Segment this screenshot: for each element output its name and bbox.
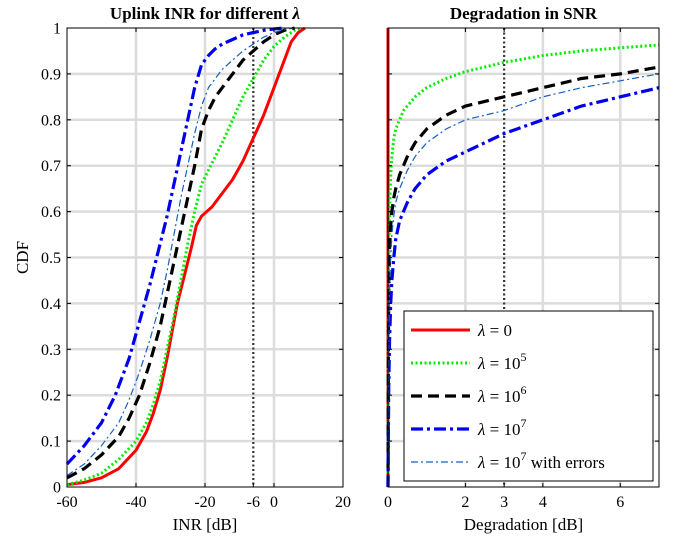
series-line-l5: [386, 43, 660, 488]
right-panel-degradation: Degradation in SNR 0 2 3 4 6 Degradation [dB…: [384, 4, 660, 534]
left-panel-xlabel: INR [dB]: [173, 515, 238, 534]
series-line-l7e: [66, 27, 295, 477]
left-panel-ylabel: CDF: [13, 241, 32, 274]
legend: λ = 0 λ = 105 λ = 106 λ = 107 λ = 107 with e…: [403, 310, 654, 482]
y-tick-label: 0.7: [41, 158, 61, 175]
x-tick-label: -40: [125, 494, 146, 511]
right-panel-xticks: 0 2 3 4 6: [384, 27, 659, 511]
x-tick-label: 20: [335, 494, 351, 511]
right-panel-title: Degradation in SNR: [450, 4, 598, 23]
series-line-l7e: [387, 73, 660, 488]
series-line-l6: [66, 26, 296, 480]
x-tick-label: 4: [539, 494, 547, 511]
x-tick-label: 0: [270, 494, 278, 511]
left-panel-title: Uplink INR for different λ: [110, 4, 301, 23]
series-line-l0: [66, 26, 306, 487]
y-tick-label: 0: [53, 480, 61, 497]
left-panel-series: [65, 26, 306, 487]
x-tick-label: 6: [616, 494, 624, 511]
right-panel-xlabel: Degradation [dB]: [464, 515, 583, 534]
left-panel-inr: Uplink INR for different λ -60 -40 -20 -6 0 2…: [13, 4, 351, 534]
legend-label-l6: λ = 106: [477, 383, 526, 406]
series-line-l7: [65, 26, 285, 466]
x-tick-label: -20: [194, 494, 215, 511]
legend-label-l7e: λ = 107 with errors: [477, 449, 605, 472]
y-tick-label: 1: [53, 21, 61, 38]
y-tick-label: 0.2: [41, 388, 61, 405]
y-tick-label: 0.3: [41, 342, 61, 359]
y-tick-label: 0.5: [41, 250, 61, 267]
x-tick-label: -6: [247, 494, 260, 511]
y-tick-label: 0.8: [41, 112, 61, 129]
legend-label-l7: λ = 107: [477, 416, 526, 439]
x-tick-label: 3: [500, 494, 508, 511]
y-tick-label: 0.9: [41, 66, 61, 83]
left-panel-grid: [67, 28, 343, 487]
y-tick-label: 0.4: [41, 296, 61, 313]
legend-label-l5: λ = 105: [477, 350, 526, 373]
y-tick-label: 0.1: [41, 434, 61, 451]
x-tick-label: -60: [56, 494, 77, 511]
x-tick-label: 2: [461, 494, 469, 511]
legend-label-l0: λ = 0: [477, 321, 512, 340]
series-line-l6: [386, 65, 660, 488]
y-tick-label: 0.6: [41, 204, 61, 221]
x-tick-label: 0: [384, 494, 392, 511]
left-panel-xticks: -60 -40 -20 -6 0 20: [56, 28, 351, 511]
left-panel-yticks: 0 0.1 0.2 0.3 0.4 0.5 0.6 0.7 0.8 0.9 1: [41, 21, 343, 497]
